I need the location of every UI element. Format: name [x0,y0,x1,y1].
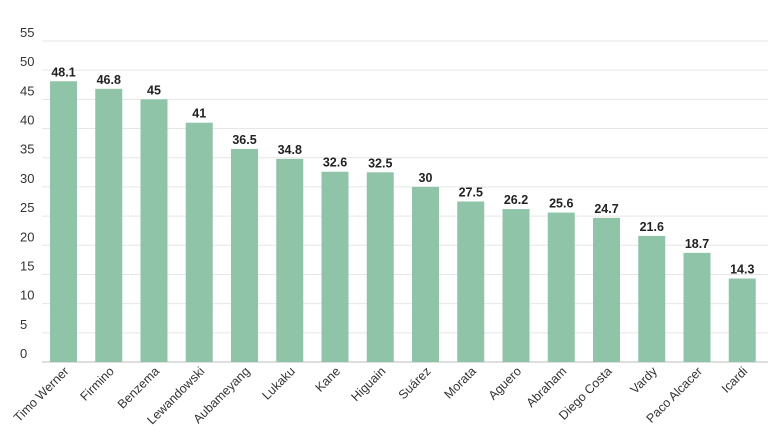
y-tick-label: 0 [20,346,27,361]
bar [140,99,168,362]
bar [457,201,485,362]
x-tick-label: Benzema [115,364,162,411]
x-tick-label: Timo Werner [11,364,71,424]
y-tick-label: 20 [20,229,34,244]
bar [412,186,439,362]
x-tick-label: Firmino [78,364,117,403]
y-tick-label: 55 [20,25,34,40]
bar [593,217,620,362]
data-label: 21.6 [640,220,664,234]
bar [321,171,349,362]
x-tick-label: Icardi [719,364,751,396]
data-label: 30 [419,171,433,185]
y-axis: 0 5 10 15 20 25 30 35 40 45 50 55 [20,25,34,361]
data-label: 14.3 [730,263,754,277]
y-tick-label: 35 [20,142,34,157]
x-tick-label: Lukaku [259,364,297,402]
y-tick-label: 15 [20,258,34,273]
x-tick-label: Suárez [396,364,434,402]
data-label: 18.7 [685,237,709,251]
bar [50,81,77,363]
bar [683,252,711,362]
data-label: 32.5 [368,156,392,170]
bar [728,278,756,362]
bar [366,172,394,362]
x-tick-label: Aguero [486,364,524,402]
data-label: 36.5 [232,133,256,147]
y-tick-label: 45 [20,83,34,98]
y-tick-label: 40 [20,113,34,128]
bar [231,148,258,362]
y-tick-label: 50 [20,54,34,69]
x-tick-label: Kane [313,364,344,395]
data-label: 26.2 [504,193,528,207]
data-label: 41 [192,107,206,121]
data-label: 45 [147,83,161,97]
x-axis: Timo Werner FirminoBenzemaLewandowskiAuba… [11,364,750,427]
bar [276,158,304,362]
bar [95,88,123,362]
data-label: 46.8 [97,73,121,87]
bar [547,212,575,362]
x-tick-label: Morata [441,364,478,401]
bar [502,209,530,362]
x-tick-label: Vardy [628,364,661,397]
data-label: 25.6 [549,197,573,211]
bar [638,235,666,362]
data-label: 32.6 [323,156,347,170]
y-tick-label: 10 [20,288,34,303]
y-tick-label: 5 [20,317,27,332]
y-tick-label: 30 [20,171,34,186]
data-label: 34.8 [278,143,302,157]
value-labels: 48.1 46.8 45 41 36.5 34.8 32.6 32.5 30 27.5 26.2 25… [51,65,754,276]
x-tick-label: Higuain [348,364,388,404]
y-tick-label: 25 [20,200,34,215]
x-tick-label: Abraham [524,364,570,410]
bar [185,122,213,362]
data-label: 48.1 [51,65,75,79]
data-label: 27.5 [459,186,483,200]
bars [50,81,756,363]
data-label: 24.7 [594,202,618,216]
